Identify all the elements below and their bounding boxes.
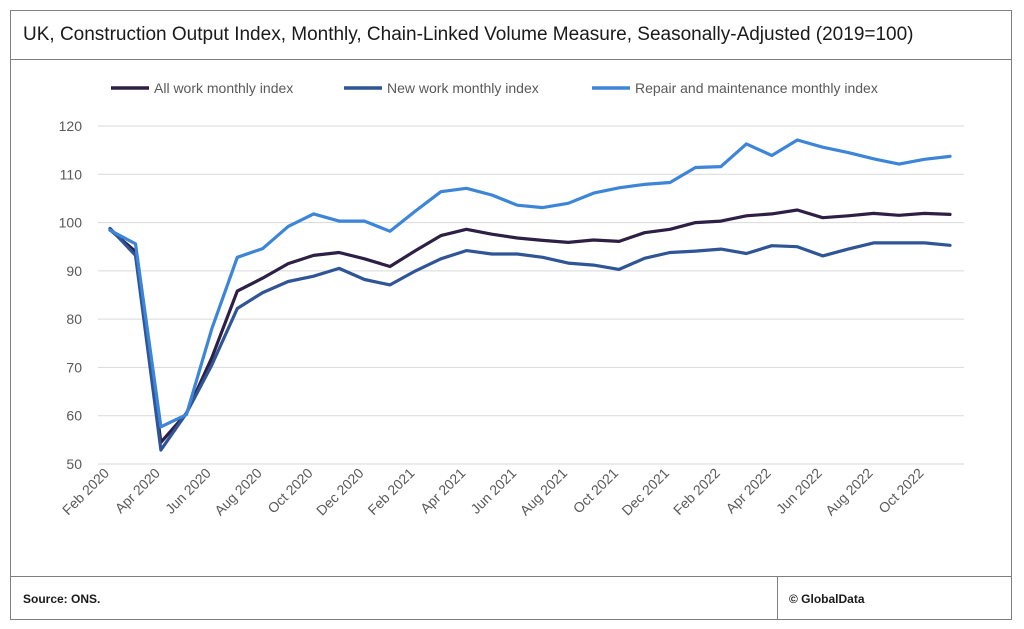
chart-frame: UK, Construction Output Index, Monthly, … (10, 10, 1012, 620)
x-tick-label-feb-2021: Feb 2021 (364, 465, 417, 518)
x-tick-label-feb-2020: Feb 2020 (59, 465, 112, 518)
x-tick-label-dec-2021: Dec 2021 (618, 465, 672, 519)
x-tick-label-aug-2022: Aug 2022 (822, 465, 876, 519)
x-tick-label-jun-2022: Jun 2022 (773, 465, 825, 517)
x-tick-label-apr-2021: Apr 2021 (417, 465, 469, 517)
x-tick-label-apr-2022: Apr 2022 (722, 465, 774, 517)
x-tick-label-oct-2021: Oct 2021 (570, 465, 622, 517)
legend-label-1: All work monthly index (154, 80, 293, 96)
series-line-3 (108, 138, 952, 429)
y-tick-label-50: 50 (66, 456, 82, 472)
chart-title: UK, Construction Output Index, Monthly, … (23, 24, 914, 45)
legend-label-3: Repair and maintenance monthly index (635, 80, 878, 96)
y-tick-label-120: 120 (59, 118, 83, 134)
y-tick-label-80: 80 (66, 311, 82, 327)
x-tick-label-jun-2020: Jun 2020 (162, 465, 214, 517)
footer: Source: ONS. © GlobalData (11, 576, 1011, 620)
legend-label-2: New work monthly index (387, 80, 539, 96)
y-tick-label-90: 90 (66, 263, 82, 279)
source-note: Source: ONS. (23, 591, 101, 606)
x-tick-label-oct-2020: Oct 2020 (264, 465, 316, 517)
x-tick-label-apr-2020: Apr 2020 (112, 465, 164, 517)
x-tick-label-aug-2020: Aug 2020 (211, 465, 265, 519)
series-line-2 (108, 226, 952, 452)
y-tick-label-100: 100 (59, 215, 83, 231)
x-tick-label-oct-2022: Oct 2022 (875, 465, 927, 517)
copyright-note: © GlobalData (789, 591, 865, 606)
series-line-1 (108, 208, 952, 444)
x-tick-label-jun-2021: Jun 2021 (467, 465, 519, 517)
title-bar: UK, Construction Output Index, Monthly, … (11, 11, 1011, 60)
footer-divider (777, 577, 778, 620)
x-tick-label-dec-2020: Dec 2020 (313, 465, 367, 519)
y-tick-label-70: 70 (66, 359, 82, 375)
x-tick-label-aug-2021: Aug 2021 (517, 465, 571, 519)
y-tick-label-60: 60 (66, 408, 82, 424)
y-tick-label-110: 110 (60, 166, 83, 182)
x-tick-label-feb-2022: Feb 2022 (670, 465, 723, 518)
